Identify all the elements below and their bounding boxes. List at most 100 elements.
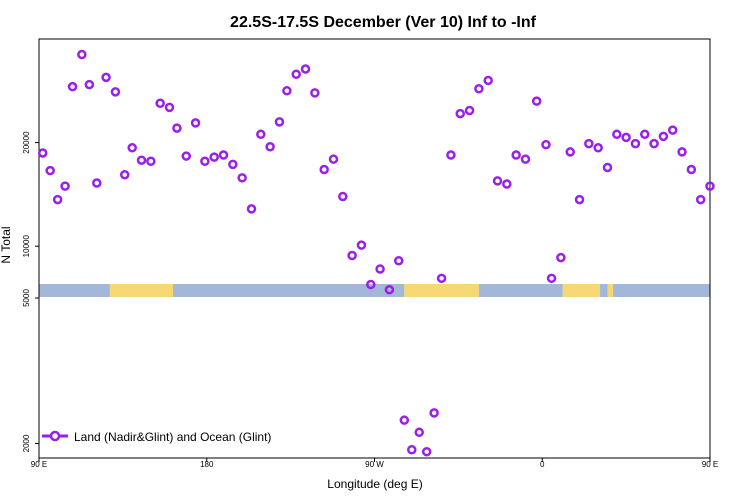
data-point	[45, 165, 55, 176]
landmask-band	[39, 284, 710, 297]
data-point	[265, 141, 275, 152]
data-point	[172, 123, 182, 133]
data-point	[414, 427, 424, 438]
landmask-land	[404, 284, 479, 297]
data-point	[366, 279, 376, 290]
data-point	[602, 162, 613, 173]
data-point	[399, 415, 410, 425]
data-point	[511, 150, 521, 160]
landmask-ocean	[600, 284, 608, 297]
data-point	[310, 88, 320, 98]
data-point	[584, 138, 594, 149]
data-point	[52, 194, 63, 205]
data-point	[621, 132, 631, 143]
data-point	[155, 98, 165, 108]
data-point	[492, 176, 503, 186]
plot-frame	[38, 38, 711, 459]
landmask-ocean	[39, 284, 110, 297]
data-point	[677, 147, 687, 157]
data-point	[686, 164, 697, 175]
data-point	[237, 173, 247, 183]
legend: Land (Nadir&Glint) and Ocean (Glint)	[42, 430, 271, 444]
data-point	[181, 151, 191, 161]
data-point	[146, 156, 156, 166]
legend-label: Land (Nadir&Glint) and Ocean (Glint)	[74, 430, 271, 444]
data-point	[60, 181, 70, 191]
data-point	[556, 252, 566, 263]
data-point	[474, 83, 484, 94]
data-point	[483, 75, 493, 86]
y-tick-label: 20000	[22, 131, 31, 154]
data-point	[384, 284, 395, 295]
data-point	[667, 125, 678, 135]
data-point	[502, 179, 512, 189]
data-point	[77, 49, 87, 60]
landmask-land	[562, 284, 601, 297]
data-point	[127, 143, 137, 153]
data-point	[356, 240, 367, 250]
data-point	[393, 255, 404, 266]
landmask-land	[109, 284, 174, 297]
data-point	[407, 445, 417, 455]
data-point	[274, 117, 285, 127]
y-axis-label: N Total	[0, 226, 13, 263]
data-point	[200, 156, 210, 166]
data-point	[630, 138, 641, 149]
data-point	[612, 129, 622, 140]
data-point	[574, 194, 585, 205]
y-tick-label: 2000	[22, 434, 31, 452]
chart-title: 22.5S-17.5S December (Ver 10) Inf to -In…	[230, 14, 537, 31]
data-point	[282, 86, 292, 96]
data-point	[546, 273, 557, 284]
x-axis: 90 E 180 90 W 0 90 E	[31, 458, 718, 469]
data-point	[375, 264, 385, 274]
data-point	[649, 138, 659, 149]
data-point	[436, 273, 447, 284]
data-point	[429, 408, 439, 418]
data-point	[92, 178, 102, 188]
data-point	[110, 87, 121, 97]
data-point	[164, 102, 175, 113]
data-point	[37, 148, 48, 158]
data-point	[455, 108, 465, 119]
landmask-land	[607, 284, 614, 297]
x-axis-label: Longitude (deg E)	[327, 477, 422, 491]
landmask-ocean	[478, 284, 563, 297]
data-point	[658, 131, 669, 142]
data-point	[190, 118, 201, 128]
data-point	[593, 143, 603, 153]
data-point	[347, 250, 357, 261]
x-tick-label: 180	[200, 460, 214, 469]
data-point	[705, 181, 715, 191]
data-point	[640, 129, 650, 140]
y-tick-label: 10000	[22, 235, 31, 258]
data-point	[531, 96, 542, 106]
data-point	[446, 150, 456, 160]
x-tick-label: 90 W	[365, 460, 384, 469]
data-point	[291, 69, 301, 79]
data-point	[67, 81, 78, 92]
data-point	[319, 164, 329, 175]
data-point	[119, 169, 130, 180]
data-point	[101, 72, 111, 83]
plot-border	[38, 38, 711, 459]
data-point	[84, 79, 95, 90]
x-tick-label: 0	[540, 460, 545, 469]
data-point	[565, 147, 575, 157]
data-point	[136, 155, 147, 165]
landmask-ocean	[613, 284, 710, 297]
data-points	[37, 49, 715, 457]
x-tick-label: 90 E	[702, 460, 718, 469]
y-axis: 5000 10000 20000 2000	[22, 131, 39, 452]
data-point	[256, 129, 266, 140]
data-point	[520, 154, 531, 164]
data-point	[228, 159, 238, 170]
data-point	[218, 150, 229, 160]
x-tick-label: 90 E	[31, 460, 47, 469]
data-point	[464, 105, 475, 116]
data-point	[338, 191, 348, 202]
data-point	[695, 194, 706, 205]
y-tick-label: 5000	[22, 289, 31, 307]
data-point	[541, 139, 551, 150]
